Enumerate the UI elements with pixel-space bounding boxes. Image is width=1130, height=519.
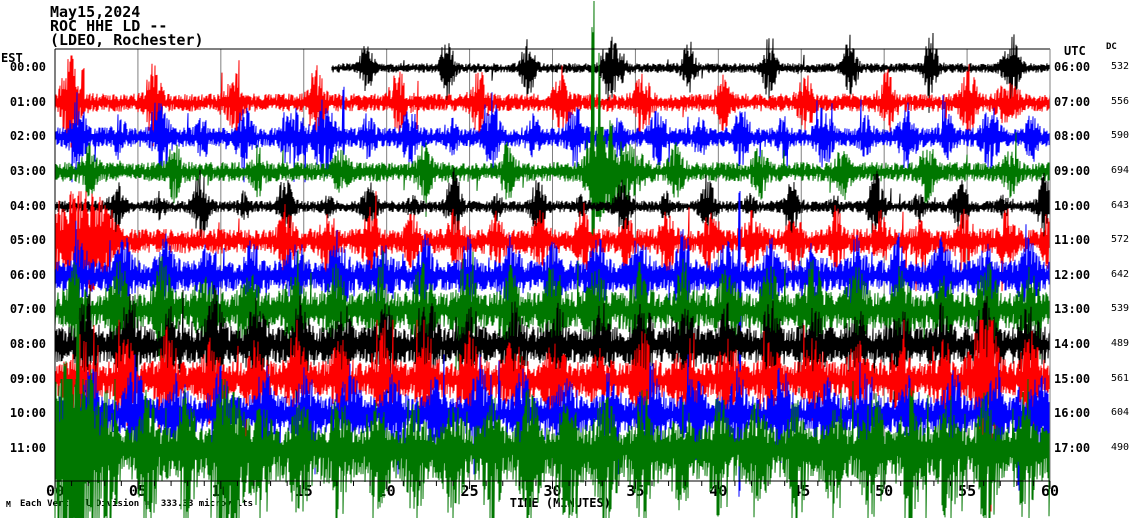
utc-time-label: 14:00: [1054, 337, 1091, 352]
est-time-label: 00:00: [9, 60, 46, 74]
dc-value: 643: [1111, 199, 1130, 211]
corner-logo-glyph: M: [6, 500, 11, 509]
header-station: ROC HHE LD --: [50, 17, 168, 35]
dc-value: 489: [1111, 338, 1130, 350]
dc-value: 490: [1111, 442, 1130, 453]
dc-axis-header: DC: [1106, 42, 1117, 52]
est-axis-header: EST: [1, 51, 23, 65]
utc-time-label: 06:00: [1054, 60, 1091, 74]
x-tick-label: 25: [460, 482, 479, 500]
dc-value: 539: [1111, 303, 1130, 315]
utc-time-label: 08:00: [1054, 129, 1091, 144]
trace-0400: [54, 167, 1051, 245]
dc-value: 694: [1111, 164, 1130, 176]
trace-0100: [54, 55, 1051, 148]
header-location: (LDEO, Rochester): [50, 31, 204, 49]
est-time-label: 09:00: [9, 371, 46, 386]
dc-value: 572: [1111, 234, 1130, 246]
utc-time-label: 11:00: [1054, 233, 1091, 248]
est-time-label: 10:00: [9, 406, 46, 421]
x-tick-label: 60: [1040, 482, 1060, 500]
dc-value: 532: [1111, 61, 1130, 72]
trace-0200: [54, 86, 1051, 183]
est-time-label: 11:00: [9, 441, 46, 455]
utc-time-label: 16:00: [1054, 406, 1091, 421]
est-time-label: 05:00: [9, 233, 46, 248]
dc-value: 561: [1111, 372, 1130, 384]
dc-value: 556: [1111, 95, 1130, 107]
est-time-label: 02:00: [9, 129, 46, 144]
plot-header: May15,2024 ROC HHE LD -- (LDEO, Rocheste…: [50, 3, 204, 49]
x-tick-label: 30: [543, 482, 562, 500]
x-tick-label: 50: [875, 482, 894, 500]
utc-time-label: 13:00: [1054, 302, 1091, 317]
est-time-label: 06:00: [9, 267, 46, 282]
utc-time-label: 07:00: [1054, 94, 1091, 109]
header-date: May15,2024: [50, 3, 141, 21]
trace-0300: [54, 0, 1051, 254]
dc-value: 590: [1111, 130, 1130, 142]
est-time-label: 04:00: [9, 198, 46, 213]
est-time-label: 08:00: [9, 337, 46, 352]
est-time-label: 07:00: [9, 302, 46, 317]
utc-time-label: 12:00: [1054, 267, 1091, 282]
est-time-label: 03:00: [9, 163, 46, 178]
utc-time-label: 09:00: [1054, 163, 1091, 178]
trace-1100: [54, 293, 1051, 519]
utc-time-label: 17:00: [1054, 441, 1091, 455]
dc-value: 604: [1111, 407, 1130, 419]
utc-axis-header: UTC: [1064, 44, 1086, 58]
dc-value: 642: [1111, 268, 1130, 280]
utc-time-label: 15:00: [1054, 371, 1091, 386]
trace-0000: [331, 32, 1051, 113]
utc-time-label: 10:00: [1054, 198, 1091, 213]
est-time-label: 01:00: [9, 94, 46, 109]
